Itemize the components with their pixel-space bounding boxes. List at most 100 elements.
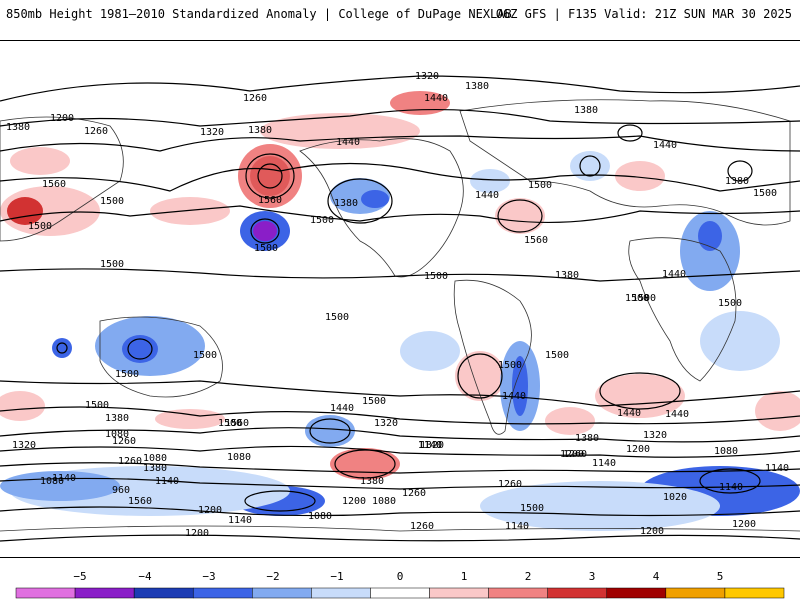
contour-label: 1560 — [128, 496, 152, 507]
anomaly-negative-region — [512, 356, 528, 416]
contour-label: 1560 — [42, 179, 66, 190]
contour-label: 1200 — [198, 505, 222, 516]
anomaly-positive-region — [150, 197, 230, 225]
contour-label: 1440 — [653, 140, 677, 151]
contour-label: 1500 — [632, 293, 656, 304]
contour-label: 1320 — [12, 440, 36, 451]
contour-label: 1500 — [325, 312, 349, 323]
height-contour-closed — [617, 124, 643, 142]
height-contour — [0, 75, 800, 102]
height-contour — [0, 205, 800, 223]
colorbar-swatch — [724, 587, 785, 599]
height-contour-closed — [309, 418, 351, 444]
contour-label: 960 — [112, 485, 130, 496]
contour-label: 1380 — [248, 125, 272, 136]
contour-label: 1500 — [85, 400, 109, 411]
anomaly-negative-region — [698, 221, 722, 251]
eurasia-coast — [459, 99, 791, 226]
contour-label: 1560 — [258, 195, 282, 206]
height-contour-closed — [579, 155, 601, 177]
colorbar-tick-label: 3 — [588, 570, 596, 583]
contour-label: 1500 — [218, 418, 242, 429]
colorbar-tick-label: −5 — [73, 570, 87, 583]
colorbar-tick-label: −2 — [266, 570, 280, 583]
antarctica-coast — [0, 525, 800, 532]
height-contour-closed — [727, 160, 753, 182]
contour-label: 1260 — [118, 456, 142, 467]
contour-label: 1380 — [725, 176, 749, 187]
contour-label: 1200 — [50, 113, 74, 124]
contour-label: 1500 — [625, 293, 649, 304]
anomaly-positive-region — [155, 409, 225, 429]
anomaly-positive-region — [250, 156, 290, 196]
anomaly-positive-region — [595, 374, 685, 418]
contour-label: 1200 — [732, 519, 756, 530]
colorbar-tick-label: −4 — [138, 570, 152, 583]
height-contour — [0, 506, 800, 517]
colorbar-tick-label: −1 — [330, 570, 344, 583]
colorbar-swatch — [547, 587, 608, 599]
colorbar-tick-label: 1 — [460, 570, 468, 583]
height-contour-closed — [327, 178, 393, 224]
contour-label: 1080 — [143, 453, 167, 464]
contour-label: 1200 — [342, 496, 366, 507]
contour-label: 1380 — [574, 105, 598, 116]
contour-label: 1140 — [765, 463, 789, 474]
contour-label: 1380 — [555, 270, 579, 281]
colorbar-swatch — [311, 587, 371, 599]
contour-label: 1080 — [714, 446, 738, 457]
colorbar-tick-label: −3 — [202, 570, 216, 583]
height-contour-closed — [245, 153, 295, 199]
contour-label: 1380 — [105, 413, 129, 424]
contour-label: 1500 — [498, 360, 522, 371]
contour-label: 1560 — [524, 235, 548, 246]
colorbar-swatch — [15, 587, 76, 599]
contour-label: 1020 — [663, 492, 687, 503]
contour-label: 1320 — [415, 71, 439, 82]
model-run-info: 06Z GFS | F135 Valid: 21Z SUN MAR 30 202… — [495, 7, 792, 21]
south-america-coast — [453, 279, 532, 435]
contour-label: 1260 — [410, 521, 434, 532]
height-contour — [0, 268, 800, 282]
contour-label: 1200 — [560, 449, 584, 460]
contour-label: 1440 — [424, 93, 448, 104]
map-header: 850mb Height 1981–2010 Standardized Anom… — [0, 0, 800, 30]
contour-label: 1440 — [336, 137, 360, 148]
height-contour-closed — [56, 342, 68, 354]
anomaly-negative-region — [52, 338, 72, 358]
contour-label: 1320 — [374, 418, 398, 429]
contour-label: 1080 — [40, 476, 64, 487]
contour-label: 1080 — [308, 511, 332, 522]
contour-label: 1380 — [465, 81, 489, 92]
colorbar-swatch — [606, 587, 667, 599]
colorbar-swatch — [74, 587, 135, 599]
contour-label: 1260 — [563, 449, 587, 460]
contour-label: 1440 — [617, 408, 641, 419]
anomaly-negative-region — [570, 151, 610, 181]
colorbar-swatch — [429, 587, 489, 599]
height-contour — [0, 462, 800, 474]
anomaly-shading — [0, 91, 800, 531]
anomaly-colorbar: −5 −4 −3 −2 −1 0 1 2 3 4 5 — [0, 570, 800, 600]
height-contour — [0, 427, 800, 443]
colorbar-tick-label: 5 — [716, 570, 724, 583]
height-contour-closed — [497, 199, 543, 233]
contour-label: 1500 — [28, 221, 52, 232]
colorbar-tick-label: 0 — [396, 570, 404, 583]
height-contour — [0, 135, 800, 152]
contour-label: 1140 — [592, 458, 616, 469]
contour-label: 1260 — [112, 436, 136, 447]
contour-label: 1320 — [420, 440, 444, 451]
anomaly-negative-region — [400, 331, 460, 371]
anomaly-positive-region — [10, 147, 70, 175]
height-contour — [0, 109, 800, 127]
contour-label: 1140 — [228, 515, 252, 526]
contour-label: 1380 — [143, 463, 167, 474]
contour-label: 1500 — [520, 503, 544, 514]
contour-label: 1140 — [719, 482, 743, 493]
contour-label: 1080 — [105, 429, 129, 440]
anomaly-map[interactable]: 1320 1380 1260 1440 1380 1380 1200 1260 … — [0, 40, 800, 558]
contour-label: 1080 — [227, 452, 251, 463]
map-title: 850mb Height 1981–2010 Standardized Anom… — [6, 7, 512, 21]
height-contour-closed — [250, 218, 280, 244]
